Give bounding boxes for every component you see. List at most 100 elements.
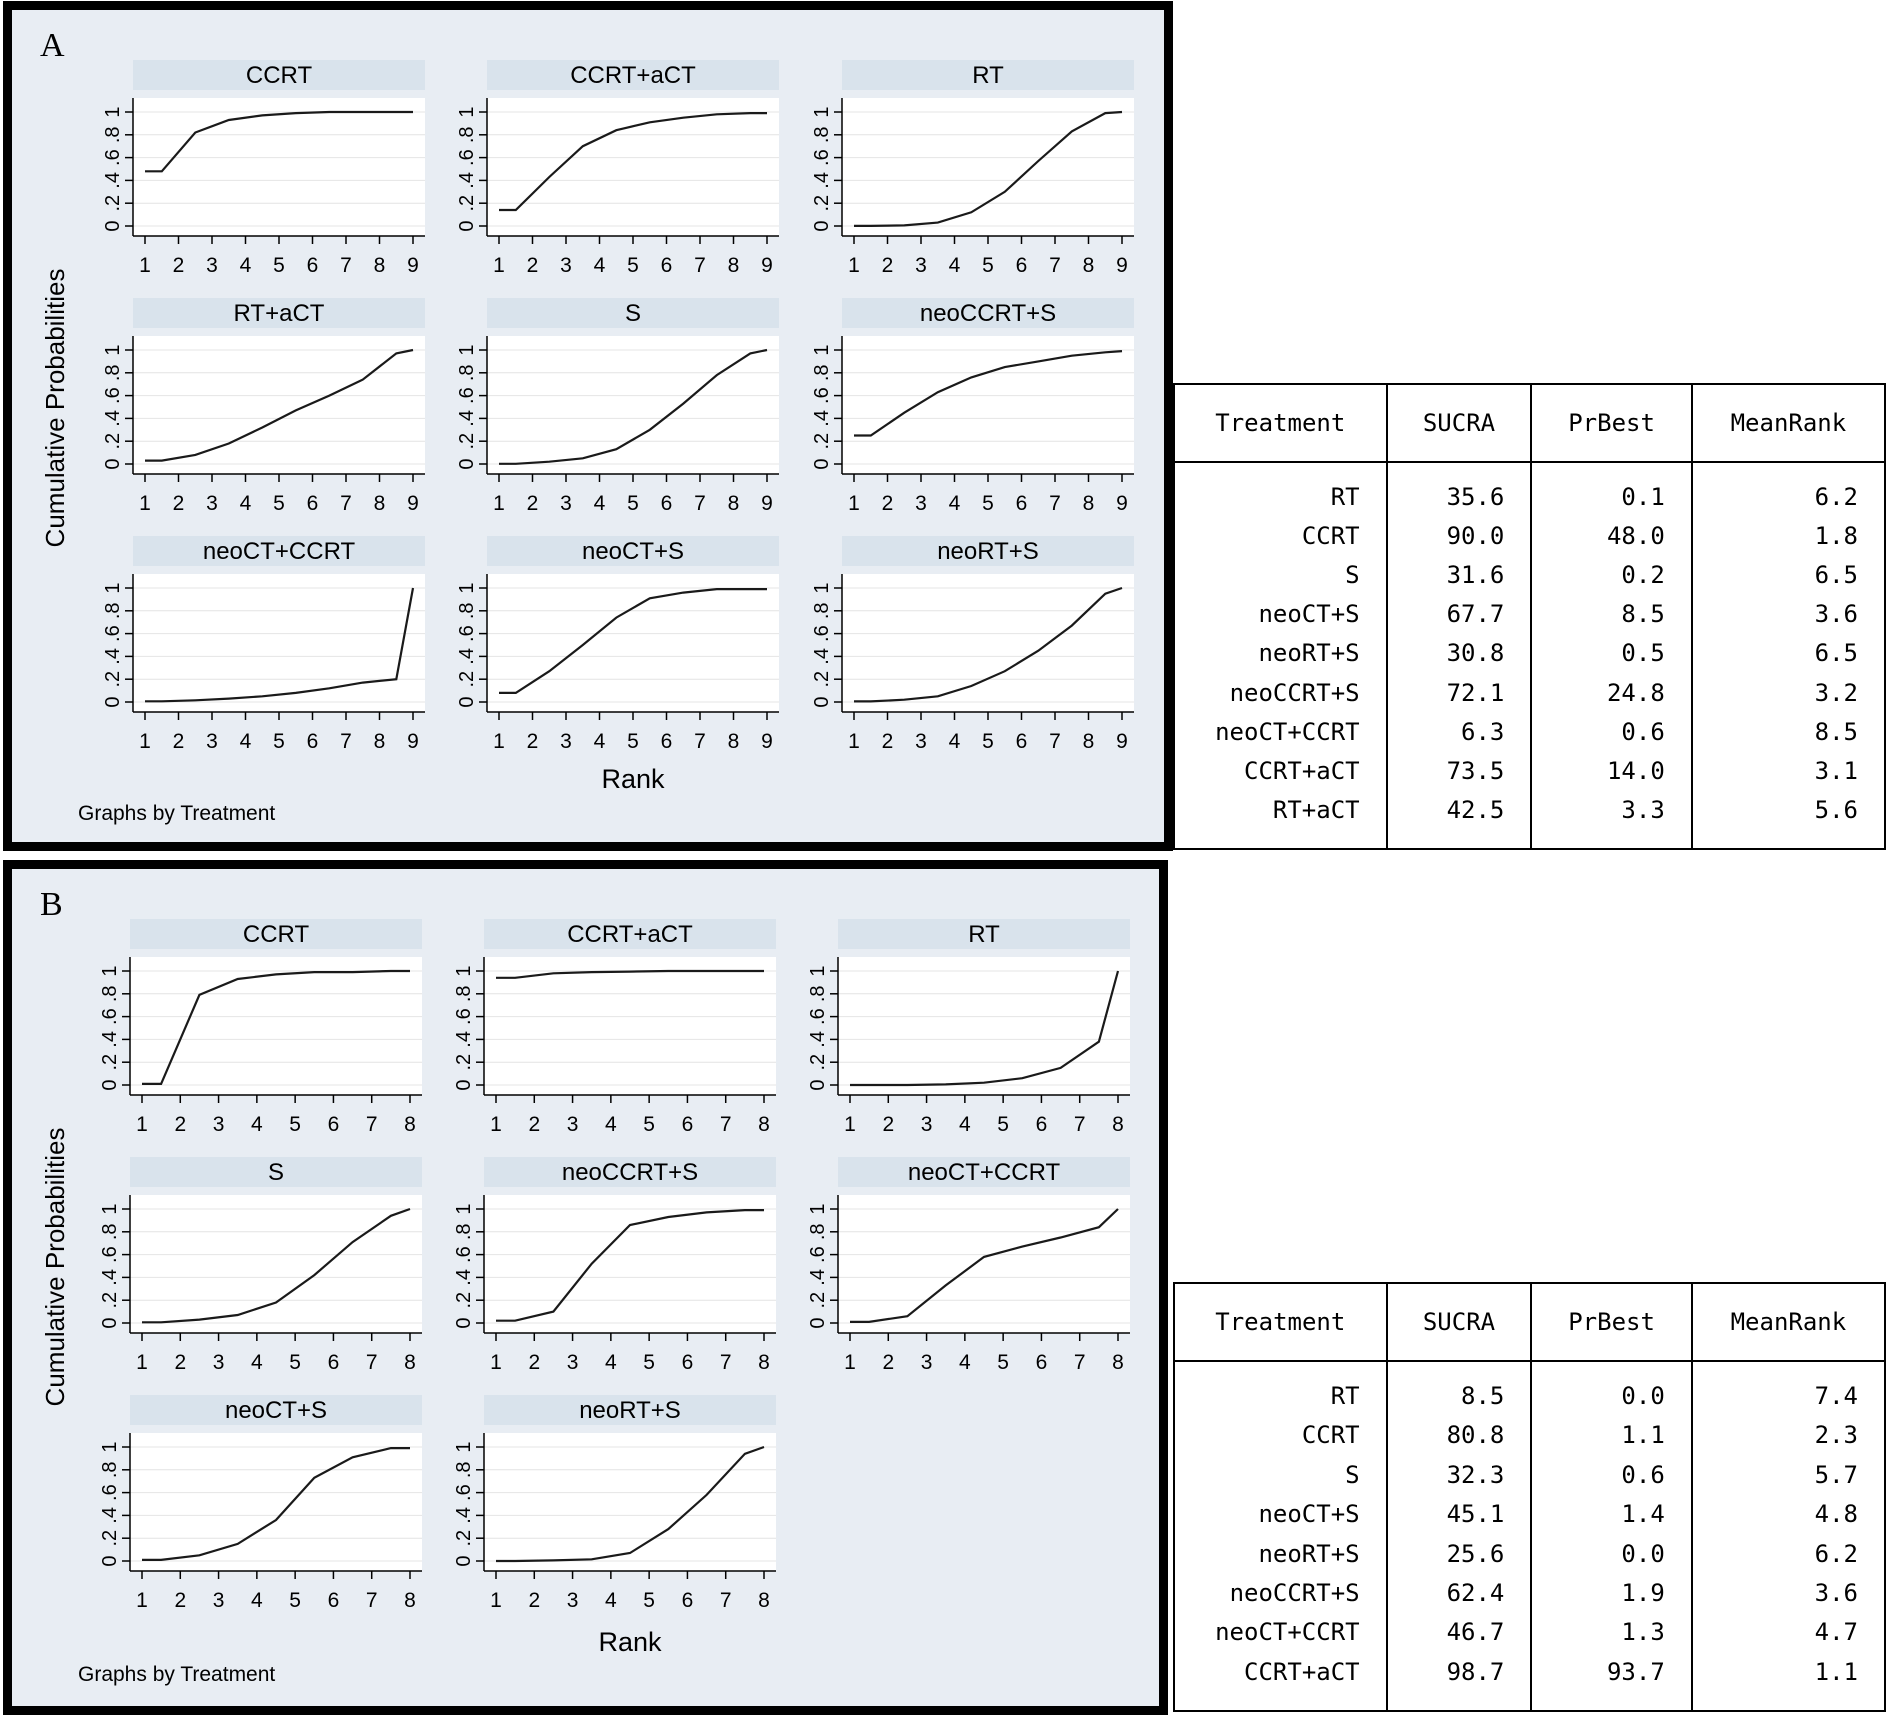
x-tick-label: 1	[493, 730, 505, 753]
subplot-ccrt-plus-act: CCRT+aCT 0 .2 .4 .6 .8 1 1 2 3 4 5 6 7 8	[453, 919, 776, 1136]
y-tick-label: .6	[453, 1484, 475, 1501]
x-tick-label: 9	[1116, 730, 1128, 753]
x-tick-label: 7	[340, 730, 352, 753]
subplot-strip	[130, 919, 422, 949]
y-tick-label: 0	[99, 1317, 121, 1328]
y-tick-label: 1	[807, 1203, 829, 1214]
subplot-strip	[133, 298, 425, 328]
graphs-by-note: Graphs by Treatment	[78, 802, 275, 825]
y-tick-label: .8	[807, 1223, 829, 1240]
x-tick-label: 7	[340, 254, 352, 277]
x-tick-label: 6	[682, 1351, 694, 1374]
y-tick-label: .6	[811, 387, 833, 404]
y-tick-label: .2	[102, 433, 124, 450]
x-tick-label: 3	[921, 1351, 933, 1374]
table-cell: 98.7	[1385, 1652, 1532, 1711]
x-tick-label: 5	[643, 1351, 655, 1374]
x-tick-label: 3	[560, 730, 572, 753]
x-tick-label: 1	[139, 254, 151, 277]
x-tick-label: 4	[605, 1113, 617, 1136]
x-tick-label: 3	[567, 1351, 579, 1374]
subplot-neoct-plus-ccrt: neoCT+CCRT 0 .2 .4 .6 .8 1 1 2 3 4 5 6 7 8	[807, 1157, 1130, 1374]
table-row: neoCCRT+S 72.1 24.8 3.2	[1174, 673, 1885, 713]
y-tick-label: .8	[807, 985, 829, 1002]
y-tick-label: .6	[807, 1008, 829, 1025]
x-tick-label: 6	[661, 730, 673, 753]
subplot-title: CCRT+aCT	[570, 62, 696, 89]
y-tick-label: .4	[453, 1507, 475, 1524]
table-cell: 30.8	[1385, 633, 1532, 674]
table-row: neoCT+S 45.1 1.4 4.8	[1174, 1494, 1885, 1534]
subplot-title: RT	[972, 62, 1004, 89]
x-tick-label: 6	[661, 492, 673, 515]
x-tick-label: 2	[174, 1351, 186, 1374]
x-tick-label: 5	[982, 254, 994, 277]
header-row: Treatment SUCRA PrBest MeanRank	[1174, 384, 1885, 463]
table-cell: 42.5	[1385, 790, 1532, 849]
x-tick-label: 5	[982, 730, 994, 753]
x-tick-label: 2	[173, 730, 185, 753]
subplot-strip	[487, 60, 779, 90]
subplot-title: neoCT+CCRT	[908, 1159, 1061, 1186]
y-tick-label: 0	[99, 1079, 121, 1090]
panel-letter: A	[40, 27, 65, 64]
x-tick-label: 9	[761, 492, 773, 515]
plot-area	[130, 1195, 422, 1333]
table-cell: 2.3	[1690, 1415, 1885, 1456]
column-header: Treatment	[1174, 1283, 1387, 1362]
x-tick-label: 8	[404, 1589, 416, 1612]
x-tick-label: 9	[761, 254, 773, 277]
x-tick-label: 4	[605, 1589, 617, 1612]
x-tick-label: 8	[1083, 730, 1095, 753]
y-tick-label: .6	[102, 149, 124, 166]
subplot-neort-plus-s: neoRT+S0.2.4.6.811 2 3 4 5 6 7 8 9	[811, 536, 1134, 753]
x-tick-label: 6	[661, 254, 673, 277]
cumulative-curve	[854, 350, 1123, 437]
plot-area	[484, 1195, 776, 1333]
plot-area	[484, 957, 776, 1095]
table-cell: 93.7	[1530, 1652, 1692, 1711]
table-cell: 25.6	[1385, 1533, 1532, 1574]
y-tick-label: .4	[811, 172, 833, 189]
x-tick-label: 3	[560, 492, 572, 515]
subplot-rt: RT0.2.4.6.811 2 3 4 5 6 7 8 9	[811, 60, 1134, 277]
table-cell: 0.0	[1530, 1361, 1692, 1416]
x-tick-label: 4	[240, 254, 252, 277]
y-tick-label: .4	[456, 410, 478, 427]
y-tick-label: .6	[453, 1246, 475, 1263]
subplot-neoct-plus-s: neoCT+S0.2.4.6.811 2 3 4 5 6 7 8 9	[456, 536, 779, 753]
x-tick-label: 4	[949, 254, 961, 277]
cumulative-curve	[854, 586, 1123, 703]
table-cell: 6.5	[1690, 555, 1885, 595]
y-tick-label: 0	[453, 1317, 475, 1328]
table-row: neoRT+S 25.6 0.0 6.2	[1174, 1533, 1885, 1574]
y-tick-label: 1	[453, 1441, 475, 1452]
subplot-title: RT	[968, 921, 1000, 948]
table-cell: 0.6	[1530, 1455, 1692, 1495]
y-tick-label: .4	[807, 1269, 829, 1286]
y-tick-label: 1	[453, 1203, 475, 1214]
x-tick-label: 5	[273, 492, 285, 515]
y-tick-label: .8	[811, 364, 833, 381]
table-cell: 73.5	[1385, 751, 1532, 791]
x-tick-label: 2	[174, 1589, 186, 1612]
y-tick-label: .4	[99, 1507, 121, 1524]
x-tick-label: 4	[594, 254, 606, 277]
subplot-neoct-plus-s: neoCT+S 0 .2 .4 .6 .8 1 1 2 3 4 5 6 7 8	[99, 1395, 422, 1612]
subplot-strip	[130, 1157, 422, 1187]
x-tick-label: 5	[982, 492, 994, 515]
x-tick-label: 2	[527, 730, 539, 753]
table-body: RT 8.5 0.0 7.4 CCRT 80.8 1.1 2.3 S 32.3 0.6 5.7 neoC…	[1174, 1361, 1885, 1711]
x-tick-label: 8	[374, 730, 386, 753]
y-tick-label: .8	[102, 364, 124, 381]
subplot-s: S 0 .2 .4 .6 .8 1 1 2 3 4 5 6 7 8	[99, 1157, 422, 1374]
x-axis-title: Rank	[598, 1627, 662, 1657]
table-cell: 6.2	[1690, 462, 1885, 517]
table-row: neoCT+S 67.7 8.5 3.6	[1174, 594, 1885, 634]
y-tick-label: .4	[453, 1031, 475, 1048]
x-tick-label: 8	[1112, 1351, 1124, 1374]
subplot-rt: RT 0 .2 .4 .6 .8 1 1 2 3 4 5 6 7 8	[807, 919, 1130, 1136]
y-tick-label: 0	[456, 458, 478, 469]
